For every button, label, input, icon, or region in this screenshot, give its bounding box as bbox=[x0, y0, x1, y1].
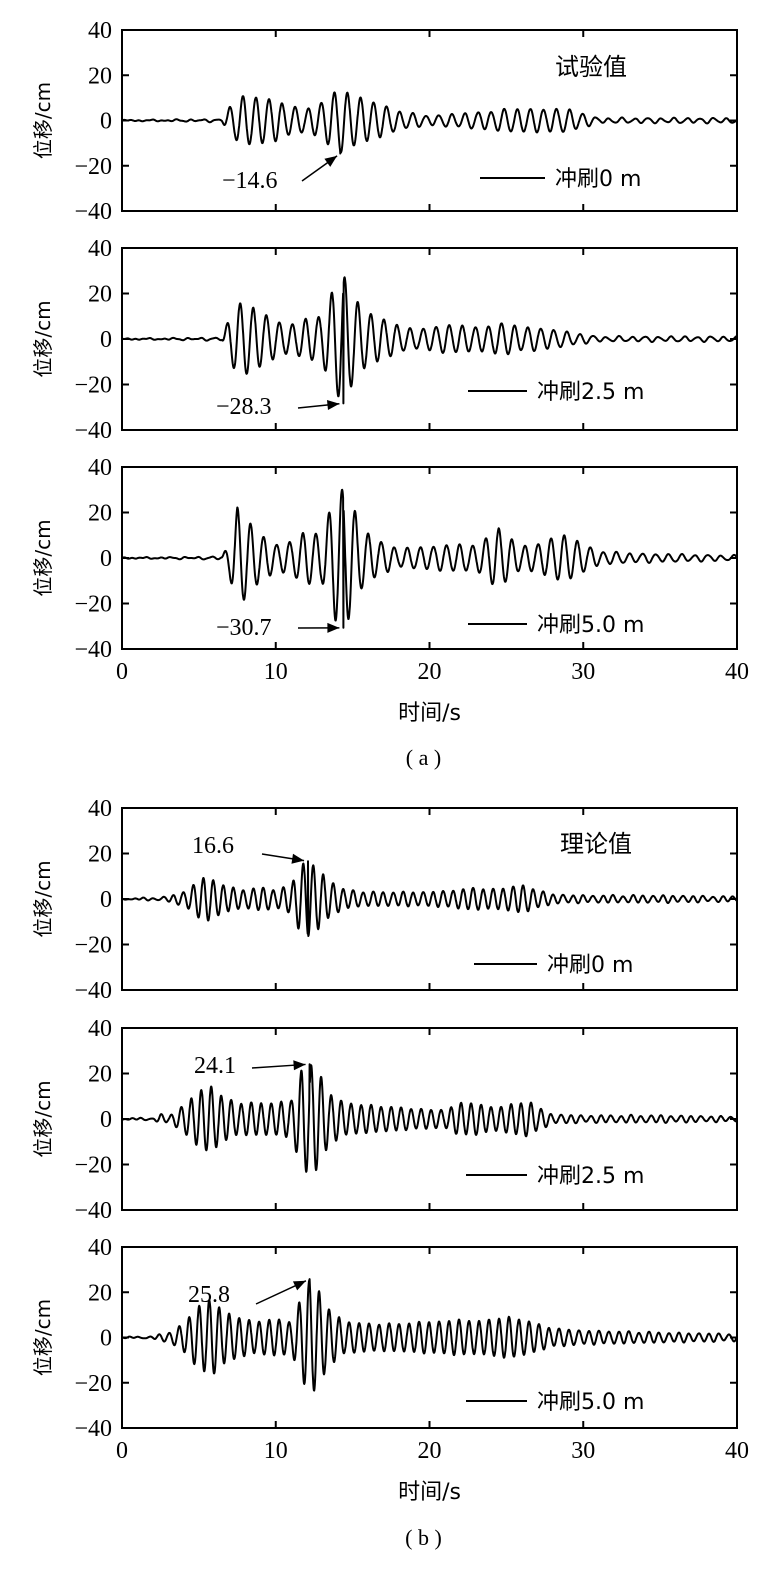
annotation-arrowhead-1-2 bbox=[292, 1280, 306, 1291]
figure-1-panel-2 bbox=[121, 1246, 738, 1429]
series-line-0-2 bbox=[121, 488, 738, 629]
annotation-label-0-2: −30.7 bbox=[216, 615, 272, 641]
panel-0-2-ytick-label-4: −40 bbox=[74, 637, 112, 663]
panel-0-1-ytick-label-4: −40 bbox=[74, 418, 112, 444]
panel-1-1-ytick-label-2: 0 bbox=[100, 1107, 112, 1133]
panel-0-0-ylabel: 位移/cm bbox=[31, 82, 55, 159]
panel-1-1-ylabel: 位移/cm bbox=[31, 1080, 55, 1157]
panel-0-1-ytick-label-0: 40 bbox=[88, 236, 112, 262]
panel-1-2-ytick-label-2: 0 bbox=[100, 1326, 112, 1352]
annotation-label-1-0: 16.6 bbox=[192, 833, 234, 859]
panel-1-2-ytick-label-3: −20 bbox=[74, 1371, 112, 1397]
panel-1-0-ytick-label-3: −20 bbox=[74, 933, 112, 959]
annotation-arrowhead-0-2 bbox=[327, 622, 340, 633]
series-line-1-1 bbox=[121, 1063, 738, 1173]
panel-0-0-ytick-label-2: 0 bbox=[100, 109, 112, 135]
panel-1-0-ytick-label-1: 20 bbox=[88, 842, 112, 868]
panel-0-1-ytick-label-1: 20 bbox=[88, 282, 112, 308]
figure-1-xtick-label-0: 0 bbox=[116, 1438, 128, 1464]
panel-1-1-ytick-label-1: 20 bbox=[88, 1062, 112, 1088]
figure-0-xtick-label-3: 30 bbox=[571, 659, 595, 685]
annotation-arrowhead-0-1 bbox=[326, 400, 340, 410]
figure-0-xlabel: 时间/s bbox=[398, 701, 461, 726]
figure-0-xtick-label-0: 0 bbox=[116, 659, 128, 685]
annotation-label-1-2: 25.8 bbox=[188, 1282, 230, 1308]
annotation-arrowhead-0-0 bbox=[324, 155, 338, 167]
figure-0-xtick-label-2: 20 bbox=[418, 659, 442, 685]
panel-1-2-frame bbox=[121, 1246, 738, 1429]
series-line-1-2 bbox=[121, 1278, 738, 1392]
figure-1-caption: ( b ) bbox=[405, 1525, 442, 1550]
legend-label-0-2: 冲刷5.0 m bbox=[537, 613, 644, 638]
panel-0-2-ytick-label-1: 20 bbox=[88, 501, 112, 527]
legend-label-1-1: 冲刷2.5 m bbox=[537, 1164, 644, 1189]
panel-1-2-ytick-label-1: 20 bbox=[88, 1280, 112, 1306]
figure-1-panel-0 bbox=[121, 807, 738, 991]
panel-1-1-ytick-label-3: −20 bbox=[74, 1153, 112, 1179]
figure-0-xtick-label-1: 10 bbox=[264, 659, 288, 685]
panel-0-0-ytick-label-4: −40 bbox=[74, 199, 112, 225]
figure-0-panel-1 bbox=[121, 247, 738, 431]
panel-0-0-ytick-label-0: 40 bbox=[88, 18, 112, 44]
figure-1-title: 理论值 bbox=[560, 830, 632, 858]
panel-0-1-ytick-label-2: 0 bbox=[100, 327, 112, 353]
panel-0-2-ytick-label-3: −20 bbox=[74, 592, 112, 618]
series-line-0-1 bbox=[121, 276, 738, 405]
legend-label-1-0: 冲刷0 m bbox=[547, 953, 633, 978]
figure-1-panel-1 bbox=[121, 1027, 738, 1211]
figure-1-xlabel: 时间/s bbox=[398, 1480, 461, 1505]
panel-1-0-ytick-label-0: 40 bbox=[88, 796, 112, 822]
annotation-arrowhead-1-0 bbox=[291, 853, 305, 864]
legend-label-0-1: 冲刷2.5 m bbox=[537, 380, 644, 405]
panel-0-2-ytick-label-0: 40 bbox=[88, 455, 112, 481]
panel-1-2-ytick-label-4: −40 bbox=[74, 1416, 112, 1442]
annotation-label-0-0: −14.6 bbox=[222, 168, 278, 194]
panel-1-2-ylabel: 位移/cm bbox=[31, 1299, 55, 1376]
panel-0-2-ytick-label-2: 0 bbox=[100, 546, 112, 572]
panel-0-1-ytick-label-3: −20 bbox=[74, 373, 112, 399]
figure-0-panel-0 bbox=[121, 29, 738, 212]
figure-0-panel-2 bbox=[121, 466, 738, 650]
figure-0-xtick-label-4: 40 bbox=[725, 659, 749, 685]
figure-1-xtick-label-3: 30 bbox=[571, 1438, 595, 1464]
annotation-arrowhead-1-1 bbox=[293, 1060, 306, 1071]
figure-0-title: 试验值 bbox=[555, 53, 627, 81]
panel-1-2-ytick-label-0: 40 bbox=[88, 1235, 112, 1261]
panel-1-0-ylabel: 位移/cm bbox=[31, 860, 55, 937]
figure-1-xtick-label-4: 40 bbox=[725, 1438, 749, 1464]
legend-label-1-2: 冲刷5.0 m bbox=[537, 1390, 644, 1415]
series-line-0-0 bbox=[121, 91, 738, 155]
panel-0-1-ylabel: 位移/cm bbox=[31, 300, 55, 377]
panel-0-2-ylabel: 位移/cm bbox=[31, 519, 55, 596]
panel-1-0-ytick-label-4: −40 bbox=[74, 978, 112, 1004]
figure-1-xtick-label-1: 10 bbox=[264, 1438, 288, 1464]
panel-1-1-ytick-label-4: −40 bbox=[74, 1198, 112, 1224]
panel-1-0-ytick-label-2: 0 bbox=[100, 887, 112, 913]
panel-0-0-ytick-label-3: −20 bbox=[74, 154, 112, 180]
panel-1-1-ytick-label-0: 40 bbox=[88, 1016, 112, 1042]
series-line-1-0 bbox=[121, 860, 738, 937]
annotation-label-0-1: −28.3 bbox=[216, 394, 272, 420]
legend-label-0-0: 冲刷0 m bbox=[555, 167, 641, 192]
figure-0-caption: ( a ) bbox=[406, 745, 441, 770]
figure-1-xtick-label-2: 20 bbox=[418, 1438, 442, 1464]
panel-0-0-ytick-label-1: 20 bbox=[88, 63, 112, 89]
annotation-label-1-1: 24.1 bbox=[194, 1053, 236, 1079]
